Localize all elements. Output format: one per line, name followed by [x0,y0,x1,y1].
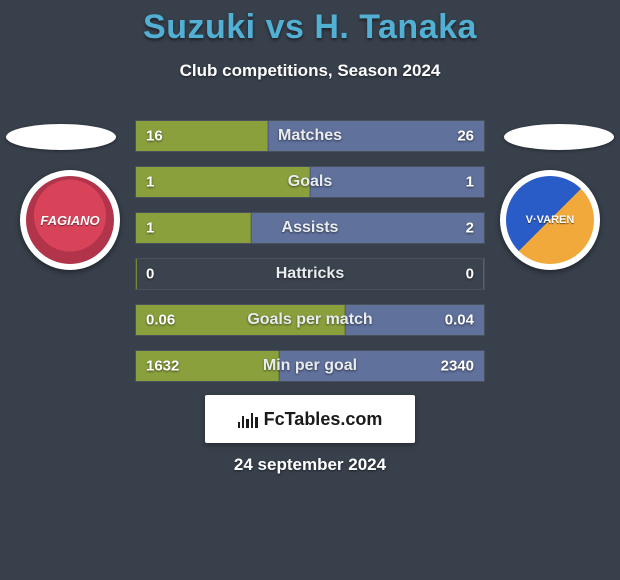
player-photo-right-placeholder [504,124,614,150]
stat-fill-left [136,167,310,197]
stat-row: 0.060.04Goals per match [135,304,485,336]
stat-value-left: 1 [146,174,154,191]
stat-value-left: 0 [146,266,154,283]
bars-icon [238,410,258,428]
footer-date: 24 september 2024 [0,455,620,475]
club-badge-right: V·VAREN [500,170,600,270]
bars-icon-bar [255,417,257,428]
player-photo-left-placeholder [6,124,116,150]
bars-icon-bar [251,413,253,428]
stat-fill-right [310,167,484,197]
subtitle: Club competitions, Season 2024 [0,61,620,81]
club-badge-left-inner: FAGIANO [26,176,114,264]
stat-row: 16322340Min per goal [135,350,485,382]
stat-value-right: 0 [466,266,474,283]
stat-row: 11Goals [135,166,485,198]
stat-fill-left [136,259,137,289]
bars-icon-bar [238,422,240,428]
stat-value-left: 1 [146,220,154,237]
stat-value-left: 0.06 [146,312,175,329]
stat-row: 0 0Hattricks [135,258,485,290]
stats-container: 1626Matches11Goals12Assists00Hattricks0.… [135,120,485,382]
stat-fill-right [251,213,484,243]
club-badge-left-label: FAGIANO [40,213,99,228]
page-title: Suzuki vs H. Tanaka [0,0,620,47]
club-badge-right-label: V·VAREN [526,214,575,226]
stat-row: 12Assists [135,212,485,244]
stat-fill-right [483,259,484,289]
stat-value-left: 1632 [146,358,179,375]
club-badge-right-inner: V·VAREN [506,176,594,264]
stat-value-right: 1 [466,174,474,191]
stat-value-right: 2340 [441,358,474,375]
stat-fill-right [268,121,484,151]
bars-icon-bar [246,419,248,428]
stat-row: 1626Matches [135,120,485,152]
stat-value-left: 16 [146,128,163,145]
bars-icon-bar [242,416,244,428]
brand-text: FcTables.com [264,409,383,430]
stat-value-right: 0.04 [445,312,474,329]
stat-value-right: 26 [457,128,474,145]
club-badge-left: FAGIANO [20,170,120,270]
stat-label: Hattricks [136,265,484,283]
brand-badge: FcTables.com [205,395,415,443]
stat-value-right: 2 [466,220,474,237]
